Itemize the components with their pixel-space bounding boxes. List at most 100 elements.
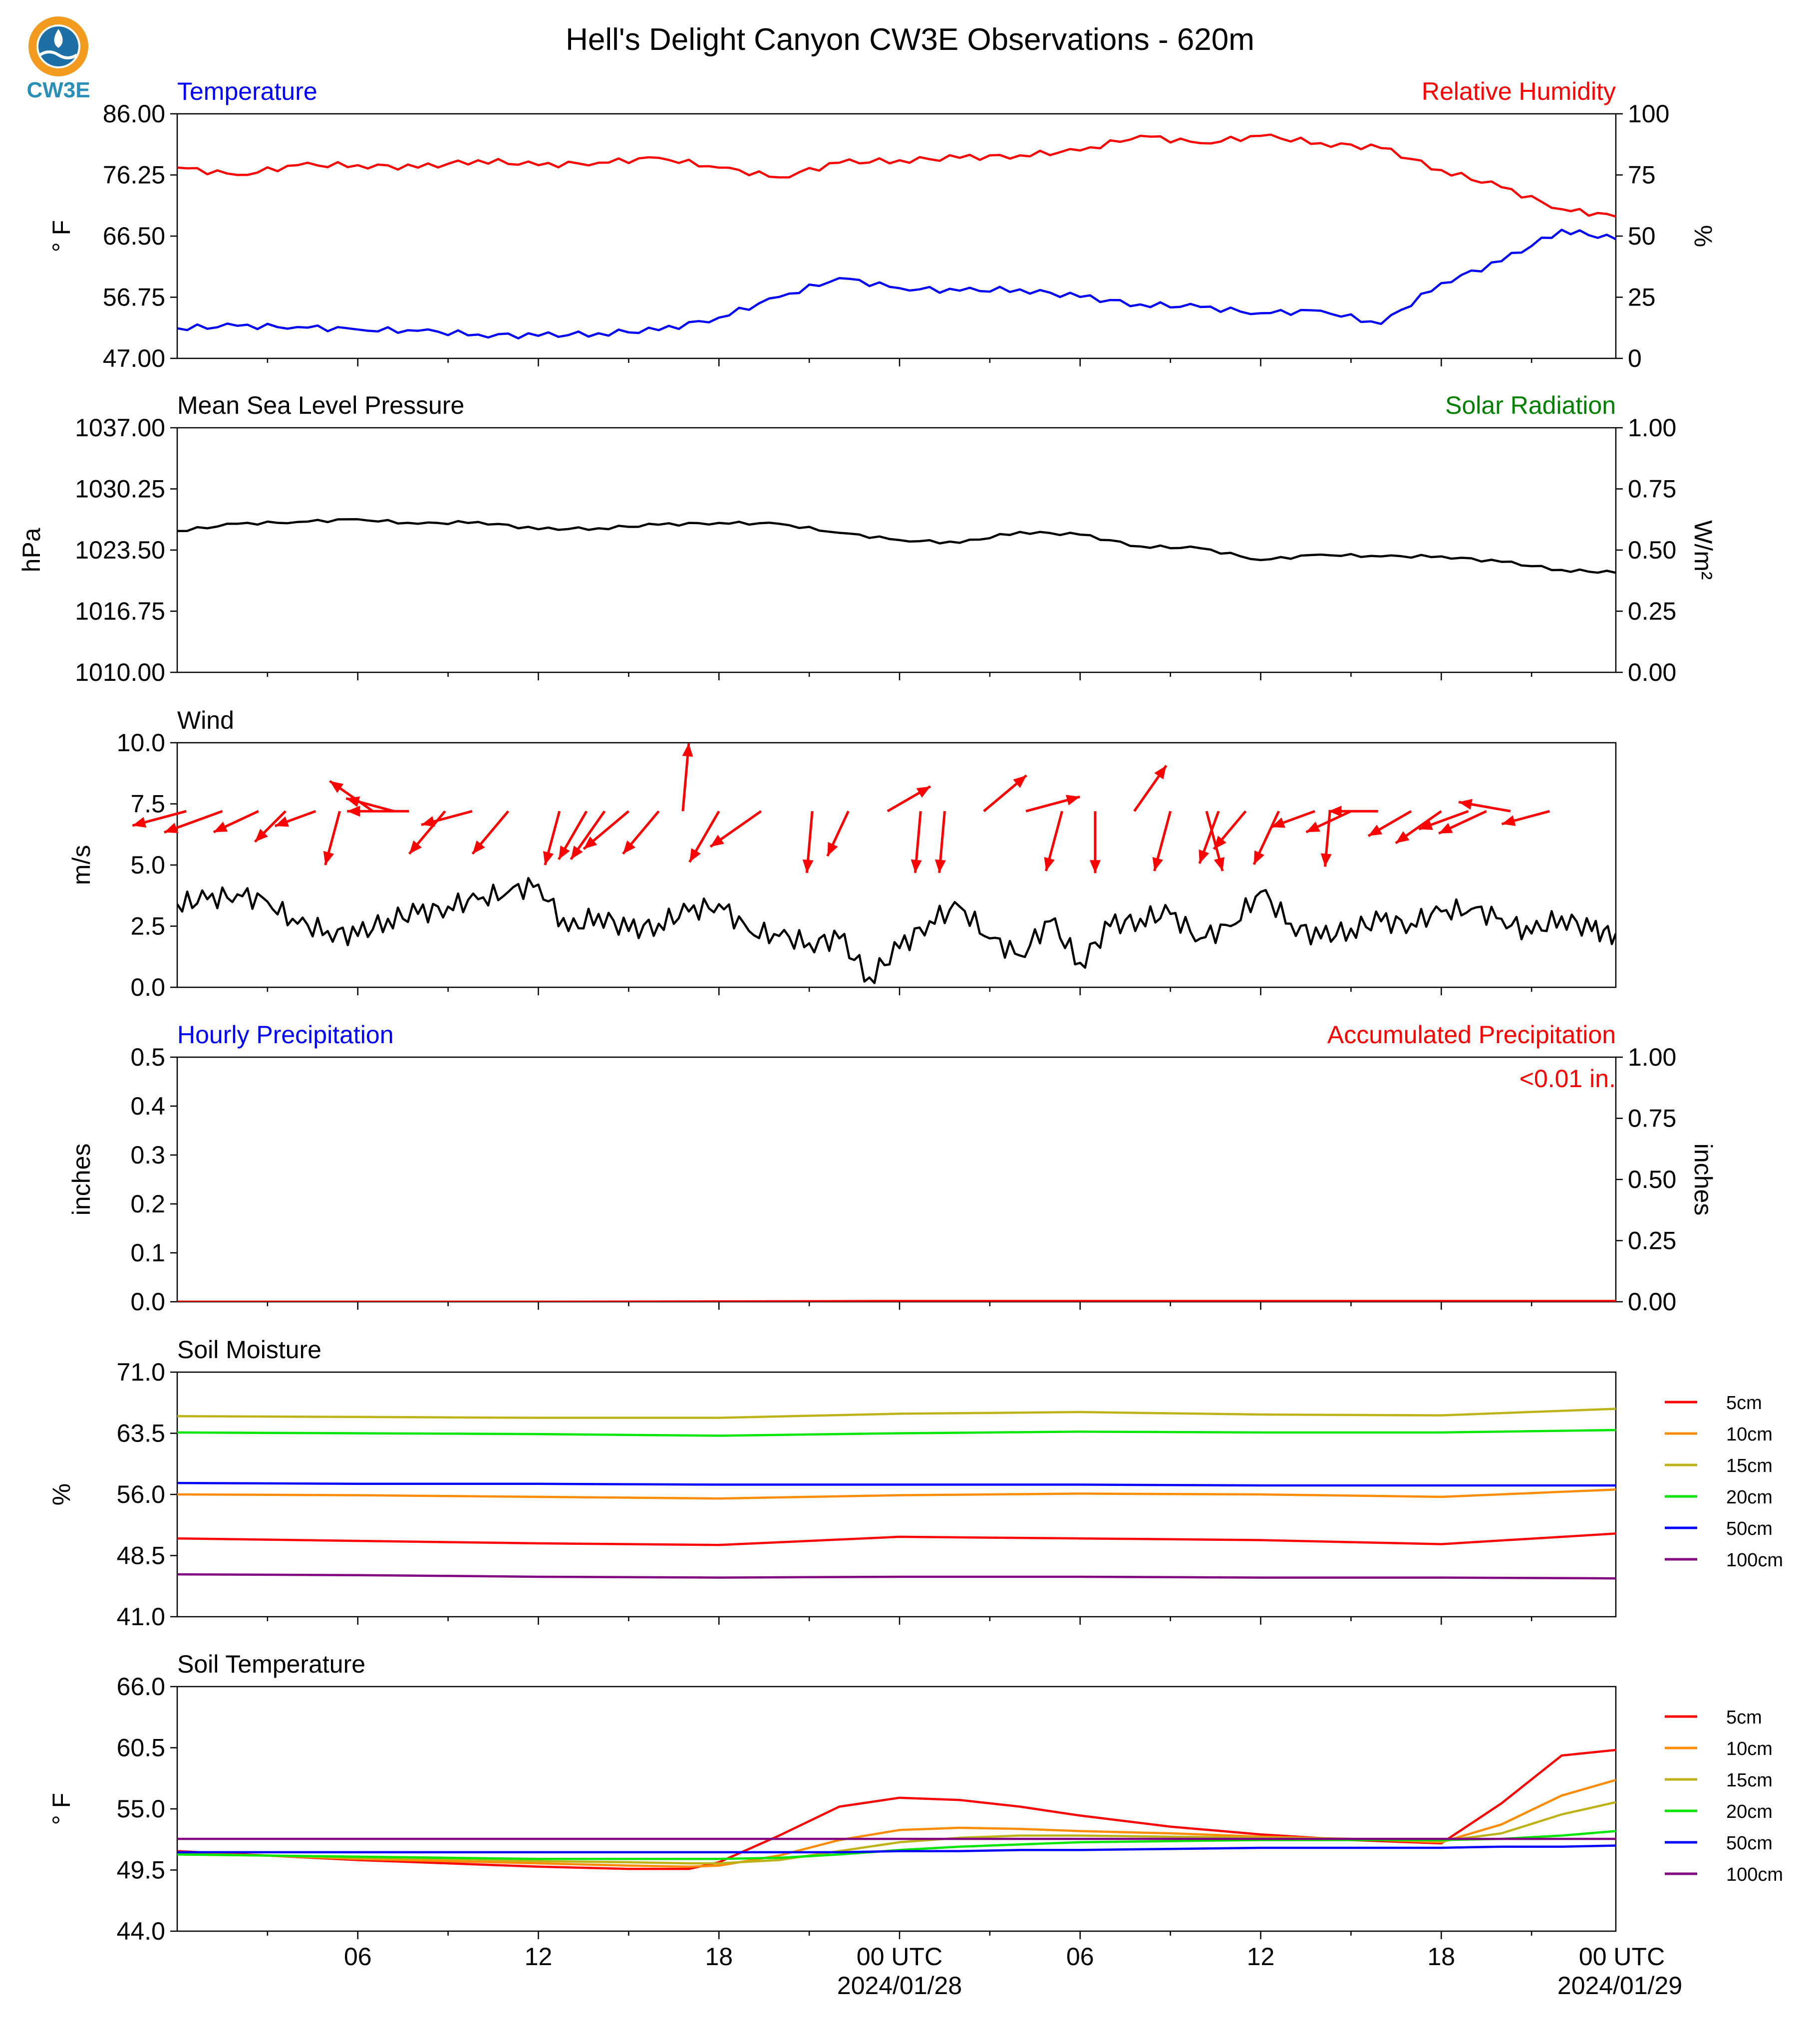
wind-arrow-head bbox=[1459, 799, 1473, 810]
wind-arrow-head bbox=[802, 859, 814, 873]
y-axis-label-left: % bbox=[47, 1483, 75, 1505]
y-tick-label-left: 1016.75 bbox=[75, 597, 165, 625]
panel-title-left: Wind bbox=[177, 706, 234, 734]
wind-arrow-head bbox=[934, 859, 946, 873]
y-tick-label-left: 7.5 bbox=[130, 790, 165, 818]
y-axis-label-left: ° F bbox=[47, 1793, 75, 1825]
panel-title-left: Soil Temperature bbox=[177, 1650, 365, 1678]
y-tick-label-left: 47.00 bbox=[103, 344, 165, 372]
plot-frame bbox=[176, 427, 1617, 673]
wind-arrow-head bbox=[1306, 822, 1320, 833]
y-axis-label-right: inches bbox=[1689, 1144, 1717, 1216]
y-axis-label-left: inches bbox=[67, 1144, 95, 1216]
temperature-humidity-panel: Temperature Relative Humidity 47.00 56.75 66… bbox=[47, 77, 1717, 372]
y-tick-label-right: 75 bbox=[1628, 161, 1656, 189]
y-tick-label-right: 0.75 bbox=[1628, 475, 1676, 503]
y-tick-label-left: 1010.00 bbox=[75, 658, 165, 686]
wind-arrow-head bbox=[1152, 857, 1163, 871]
pressure-solar-panel: Mean Sea Level Pressure Solar Radiation 10… bbox=[17, 391, 1717, 686]
x-tick-label: 00 UTC bbox=[857, 1943, 942, 1971]
legend-label: 20cm bbox=[1726, 1801, 1773, 1822]
y-tick-label-left: 71.0 bbox=[117, 1358, 165, 1386]
y-tick-label-left: 55.0 bbox=[117, 1795, 165, 1823]
series-line-10cm bbox=[177, 1488, 1616, 1500]
legend-label: 50cm bbox=[1726, 1833, 1773, 1854]
wind-arrow-head bbox=[213, 822, 228, 833]
y-tick-label-left: 2.5 bbox=[130, 912, 165, 940]
wind-arrow-head bbox=[689, 848, 701, 863]
wind-arrow-head bbox=[1253, 850, 1264, 865]
x-tick-label: 00 UTC bbox=[1579, 1943, 1665, 1971]
wind-arrow-head bbox=[543, 851, 554, 865]
wind-arrow-head bbox=[682, 743, 693, 757]
x-tick-label: 12 bbox=[1247, 1943, 1275, 1971]
panel-title-right: Relative Humidity bbox=[1422, 77, 1616, 105]
wind-arrow-head bbox=[827, 842, 838, 857]
figure-title: Hell's Delight Canyon CW3E Observations … bbox=[566, 22, 1254, 57]
wind-arrow-head bbox=[421, 816, 436, 827]
logo-wave bbox=[39, 50, 78, 59]
series-line-20cm bbox=[177, 1429, 1616, 1437]
wind-arrow-head bbox=[1502, 815, 1516, 826]
series-line-15cm bbox=[177, 1801, 1616, 1865]
wind-arrow-head bbox=[329, 781, 344, 793]
wind-arrows bbox=[132, 743, 1550, 873]
wind-arrow-head bbox=[1395, 831, 1410, 844]
wind-arrow-head bbox=[164, 823, 179, 834]
series-line-accumulated-precipitation bbox=[177, 1300, 1616, 1302]
y-axis-label-left: m/s bbox=[67, 845, 95, 885]
series-line-20cm bbox=[177, 1830, 1616, 1860]
series-line-15cm bbox=[177, 1408, 1616, 1419]
series-line-mean-sea-level-pressure bbox=[177, 518, 1616, 574]
wind-arrow-head bbox=[571, 846, 583, 860]
wind-arrow-head bbox=[622, 840, 636, 854]
legend-label: 15cm bbox=[1726, 1770, 1773, 1791]
y-tick-label-left: 76.25 bbox=[103, 161, 165, 189]
y-tick-label-left: 66.50 bbox=[103, 222, 165, 250]
y-tick-label-right: 0.25 bbox=[1628, 597, 1676, 625]
legend-label: 15cm bbox=[1726, 1455, 1773, 1476]
y-tick-label-right: 0.25 bbox=[1628, 1227, 1676, 1255]
y-tick-label-right: 50 bbox=[1628, 222, 1656, 250]
wind-panel: Wind 0.0 2.5 5.0 7.5 10.0 m/s bbox=[67, 706, 1617, 1001]
wind-arrow-head bbox=[1328, 806, 1342, 817]
y-tick-label-right: 25 bbox=[1628, 284, 1656, 311]
wind-arrow-head bbox=[255, 829, 268, 842]
y-tick-label-left: 0.5 bbox=[130, 1043, 165, 1071]
series-line-relative-humidity bbox=[177, 133, 1616, 218]
y-tick-label-right: 0.75 bbox=[1628, 1105, 1676, 1133]
y-tick-label-left: 10.0 bbox=[117, 729, 165, 757]
y-tick-label-right: 1.00 bbox=[1628, 414, 1676, 442]
series-line-100cm bbox=[177, 1573, 1616, 1580]
y-tick-label-left: 5.0 bbox=[130, 851, 165, 879]
wind-arrow-head bbox=[559, 845, 570, 860]
y-tick-label-right: 0 bbox=[1628, 344, 1642, 372]
accumulated-precip-annotation: <0.01 in. bbox=[1519, 1065, 1616, 1093]
logo-droplet-icon bbox=[54, 29, 63, 48]
x-date-label: 2024/01/28 bbox=[837, 1972, 962, 2000]
legend-label: 5cm bbox=[1726, 1393, 1762, 1414]
y-tick-label-left: 0.4 bbox=[130, 1092, 165, 1120]
y-tick-label-left: 49.5 bbox=[117, 1856, 165, 1884]
wind-arrow-head bbox=[1439, 823, 1453, 834]
x-tick-label: 18 bbox=[1427, 1943, 1455, 1971]
wind-arrow-head bbox=[323, 851, 334, 865]
x-tick-label: 18 bbox=[705, 1943, 733, 1971]
wind-arrow-head bbox=[1419, 820, 1433, 830]
y-tick-label-left: 56.75 bbox=[103, 284, 165, 311]
legend-label: 10cm bbox=[1726, 1424, 1773, 1445]
soil-moisture-panel: Soil Moisture 41.0 48.5 56.0 63.5 71.0% 5cm 10c… bbox=[47, 1336, 1783, 1631]
wind-arrow-head bbox=[584, 836, 598, 849]
y-axis-label-right: % bbox=[1689, 225, 1717, 247]
legend-label: 10cm bbox=[1726, 1738, 1773, 1759]
panel-title-left: Soil Moisture bbox=[177, 1336, 321, 1364]
x-tick-label: 12 bbox=[525, 1943, 553, 1971]
wind-arrow-head bbox=[910, 859, 922, 873]
plot-frame bbox=[176, 742, 1617, 988]
y-tick-label-left: 44.0 bbox=[117, 1917, 165, 1945]
wind-arrow-head bbox=[1320, 853, 1332, 867]
wind-arrow-head bbox=[1013, 775, 1027, 788]
y-tick-label-left: 41.0 bbox=[117, 1603, 165, 1631]
plot-frame bbox=[176, 113, 1617, 359]
